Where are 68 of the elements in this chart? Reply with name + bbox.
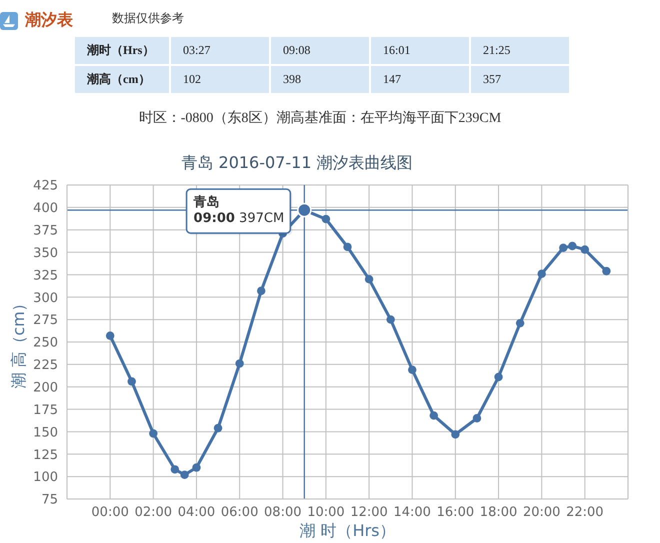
x-tick-label: 10:00	[307, 505, 345, 520]
x-tick-label: 06:00	[220, 505, 258, 520]
y-tick-label: 75	[41, 492, 58, 508]
point	[192, 463, 201, 472]
point	[343, 242, 352, 252]
text: 潮时（Hrs）	[87, 43, 154, 57]
category-label: 09:08	[283, 43, 310, 57]
y-tick-label: 150	[33, 425, 58, 440]
x-axis-title: 潮 时（Hrs）	[299, 520, 396, 540]
y-tick-label: 175	[33, 402, 58, 418]
point	[559, 244, 568, 252]
y-tick-label: 250	[33, 336, 58, 351]
point	[180, 470, 189, 479]
data-label: 398	[283, 72, 301, 86]
x-tick-label: 12:00	[350, 505, 388, 520]
y-tick-label: 200	[33, 380, 58, 396]
x-tick-label: 08:00	[264, 505, 302, 520]
data-label: 147	[383, 72, 401, 86]
point	[322, 214, 330, 224]
x-tick-label: 22:00	[566, 505, 604, 520]
text: 时区：-0800（东8区）潮高基准面：在平均海平面下239CM	[138, 111, 502, 126]
point	[128, 377, 136, 386]
y-tick-label: 425	[33, 178, 58, 194]
text: 潮高（cm）	[87, 72, 150, 86]
x-tick-label: 00:00	[91, 505, 129, 520]
data-label: 357	[483, 72, 501, 86]
point	[170, 465, 180, 474]
point	[214, 424, 222, 432]
x-tick-label: 18:00	[480, 505, 518, 520]
y-tick-label: 125	[33, 448, 58, 463]
annotation: 青岛 09:00 397CM	[192, 195, 284, 226]
category-label: 16:01	[383, 43, 410, 57]
y-tick-label: 225	[33, 358, 58, 374]
point	[568, 242, 577, 250]
y-tick-label: 300	[33, 290, 58, 306]
x-tick-label: 16:00	[436, 505, 474, 520]
data-label: 102	[183, 72, 201, 86]
y-tick-label: 375	[33, 223, 58, 238]
point	[580, 245, 590, 254]
point	[516, 318, 524, 328]
point	[106, 332, 114, 340]
text: 潮汐表	[25, 10, 73, 29]
y-tick-label: 100	[33, 470, 58, 486]
point	[364, 275, 374, 284]
point	[537, 270, 546, 278]
point	[602, 266, 611, 276]
x-tick-label: 20:00	[522, 505, 560, 520]
category-label: 21:25	[483, 43, 510, 57]
point	[256, 286, 266, 296]
point	[451, 430, 460, 439]
point	[386, 315, 395, 324]
point	[235, 359, 244, 368]
point	[149, 429, 158, 438]
y-tick-label: 275	[33, 313, 58, 328]
y-tick-label: 325	[33, 268, 58, 284]
y-tick-label: 400	[33, 201, 58, 216]
y-axis-title: 潮 高（cm）	[8, 295, 28, 389]
point	[472, 414, 482, 422]
category-label: 03:27	[183, 43, 210, 57]
point	[494, 372, 503, 382]
point	[430, 411, 438, 420]
y-tick-label: 350	[33, 246, 58, 261]
x-tick-label: 04:00	[178, 505, 216, 520]
x-tick-label: 14:00	[393, 505, 431, 520]
x-tick-label: 02:00	[134, 505, 172, 520]
chart-title: 青岛 2016-07-11 潮汐表曲线图	[181, 153, 413, 172]
point	[408, 366, 416, 374]
text: 数据仅供参考	[112, 11, 184, 25]
